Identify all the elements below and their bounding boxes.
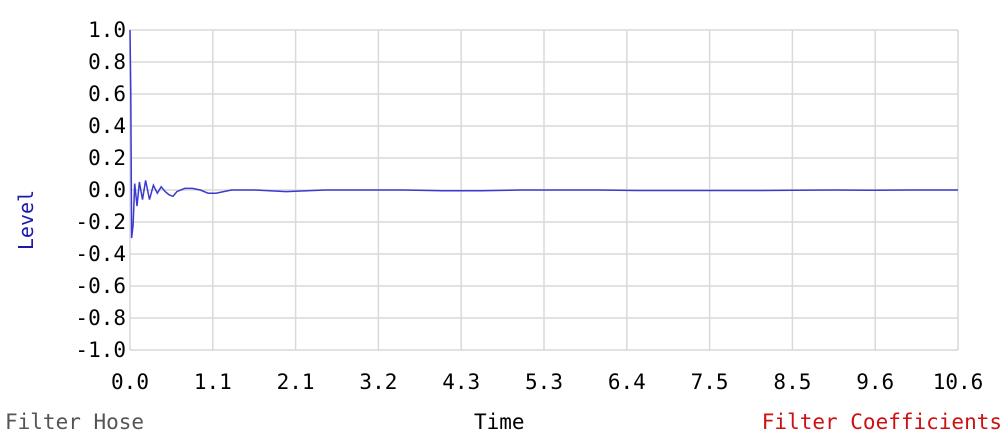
x-tick-label: 9.6 — [856, 370, 894, 394]
x-tick-label: 2.1 — [277, 370, 315, 394]
x-tick-label: 5.3 — [525, 370, 563, 394]
footer-left-label: Filter Hose — [5, 410, 145, 434]
x-tick-label: 1.1 — [194, 370, 232, 394]
footer-right-label: Filter Coefficients — [761, 410, 1002, 434]
y-tick-label: 0.0 — [88, 178, 126, 202]
y-tick-label: -1.0 — [75, 338, 126, 362]
y-tick-label: 0.6 — [88, 82, 126, 106]
y-tick-label: -0.8 — [75, 306, 126, 330]
x-tick-label: 7.5 — [691, 370, 729, 394]
y-tick-label: 0.4 — [88, 114, 126, 138]
x-tick-label: 6.4 — [608, 370, 646, 394]
y-tick-label: 1.0 — [88, 18, 126, 42]
x-tick-label: 3.2 — [359, 370, 397, 394]
y-tick-label: 0.8 — [88, 50, 126, 74]
y-tick-label: -0.4 — [75, 242, 126, 266]
x-tick-label: 10.6 — [933, 370, 984, 394]
x-axis-label: Time — [474, 410, 525, 434]
x-tick-label: 8.5 — [773, 370, 811, 394]
y-tick-label: 0.2 — [88, 146, 126, 170]
y-axis-label: Level — [14, 190, 38, 250]
y-tick-labels: 1.0 0.8 0.6 0.4 0.2 0.0 -0.2 -0.4 -0.6 -0.8 -1.0 — [75, 18, 126, 362]
y-tick-label: -0.6 — [75, 274, 126, 298]
x-tick-labels: 0.0 1.1 2.1 3.2 4.3 5.3 6.4 7.5 8.5 9.6 10.6 — [111, 370, 983, 394]
series-line — [129, 29, 958, 239]
x-tick-label: 4.3 — [442, 370, 480, 394]
x-tick-label: 0.0 — [111, 370, 149, 394]
y-tick-label: -0.2 — [75, 210, 126, 234]
